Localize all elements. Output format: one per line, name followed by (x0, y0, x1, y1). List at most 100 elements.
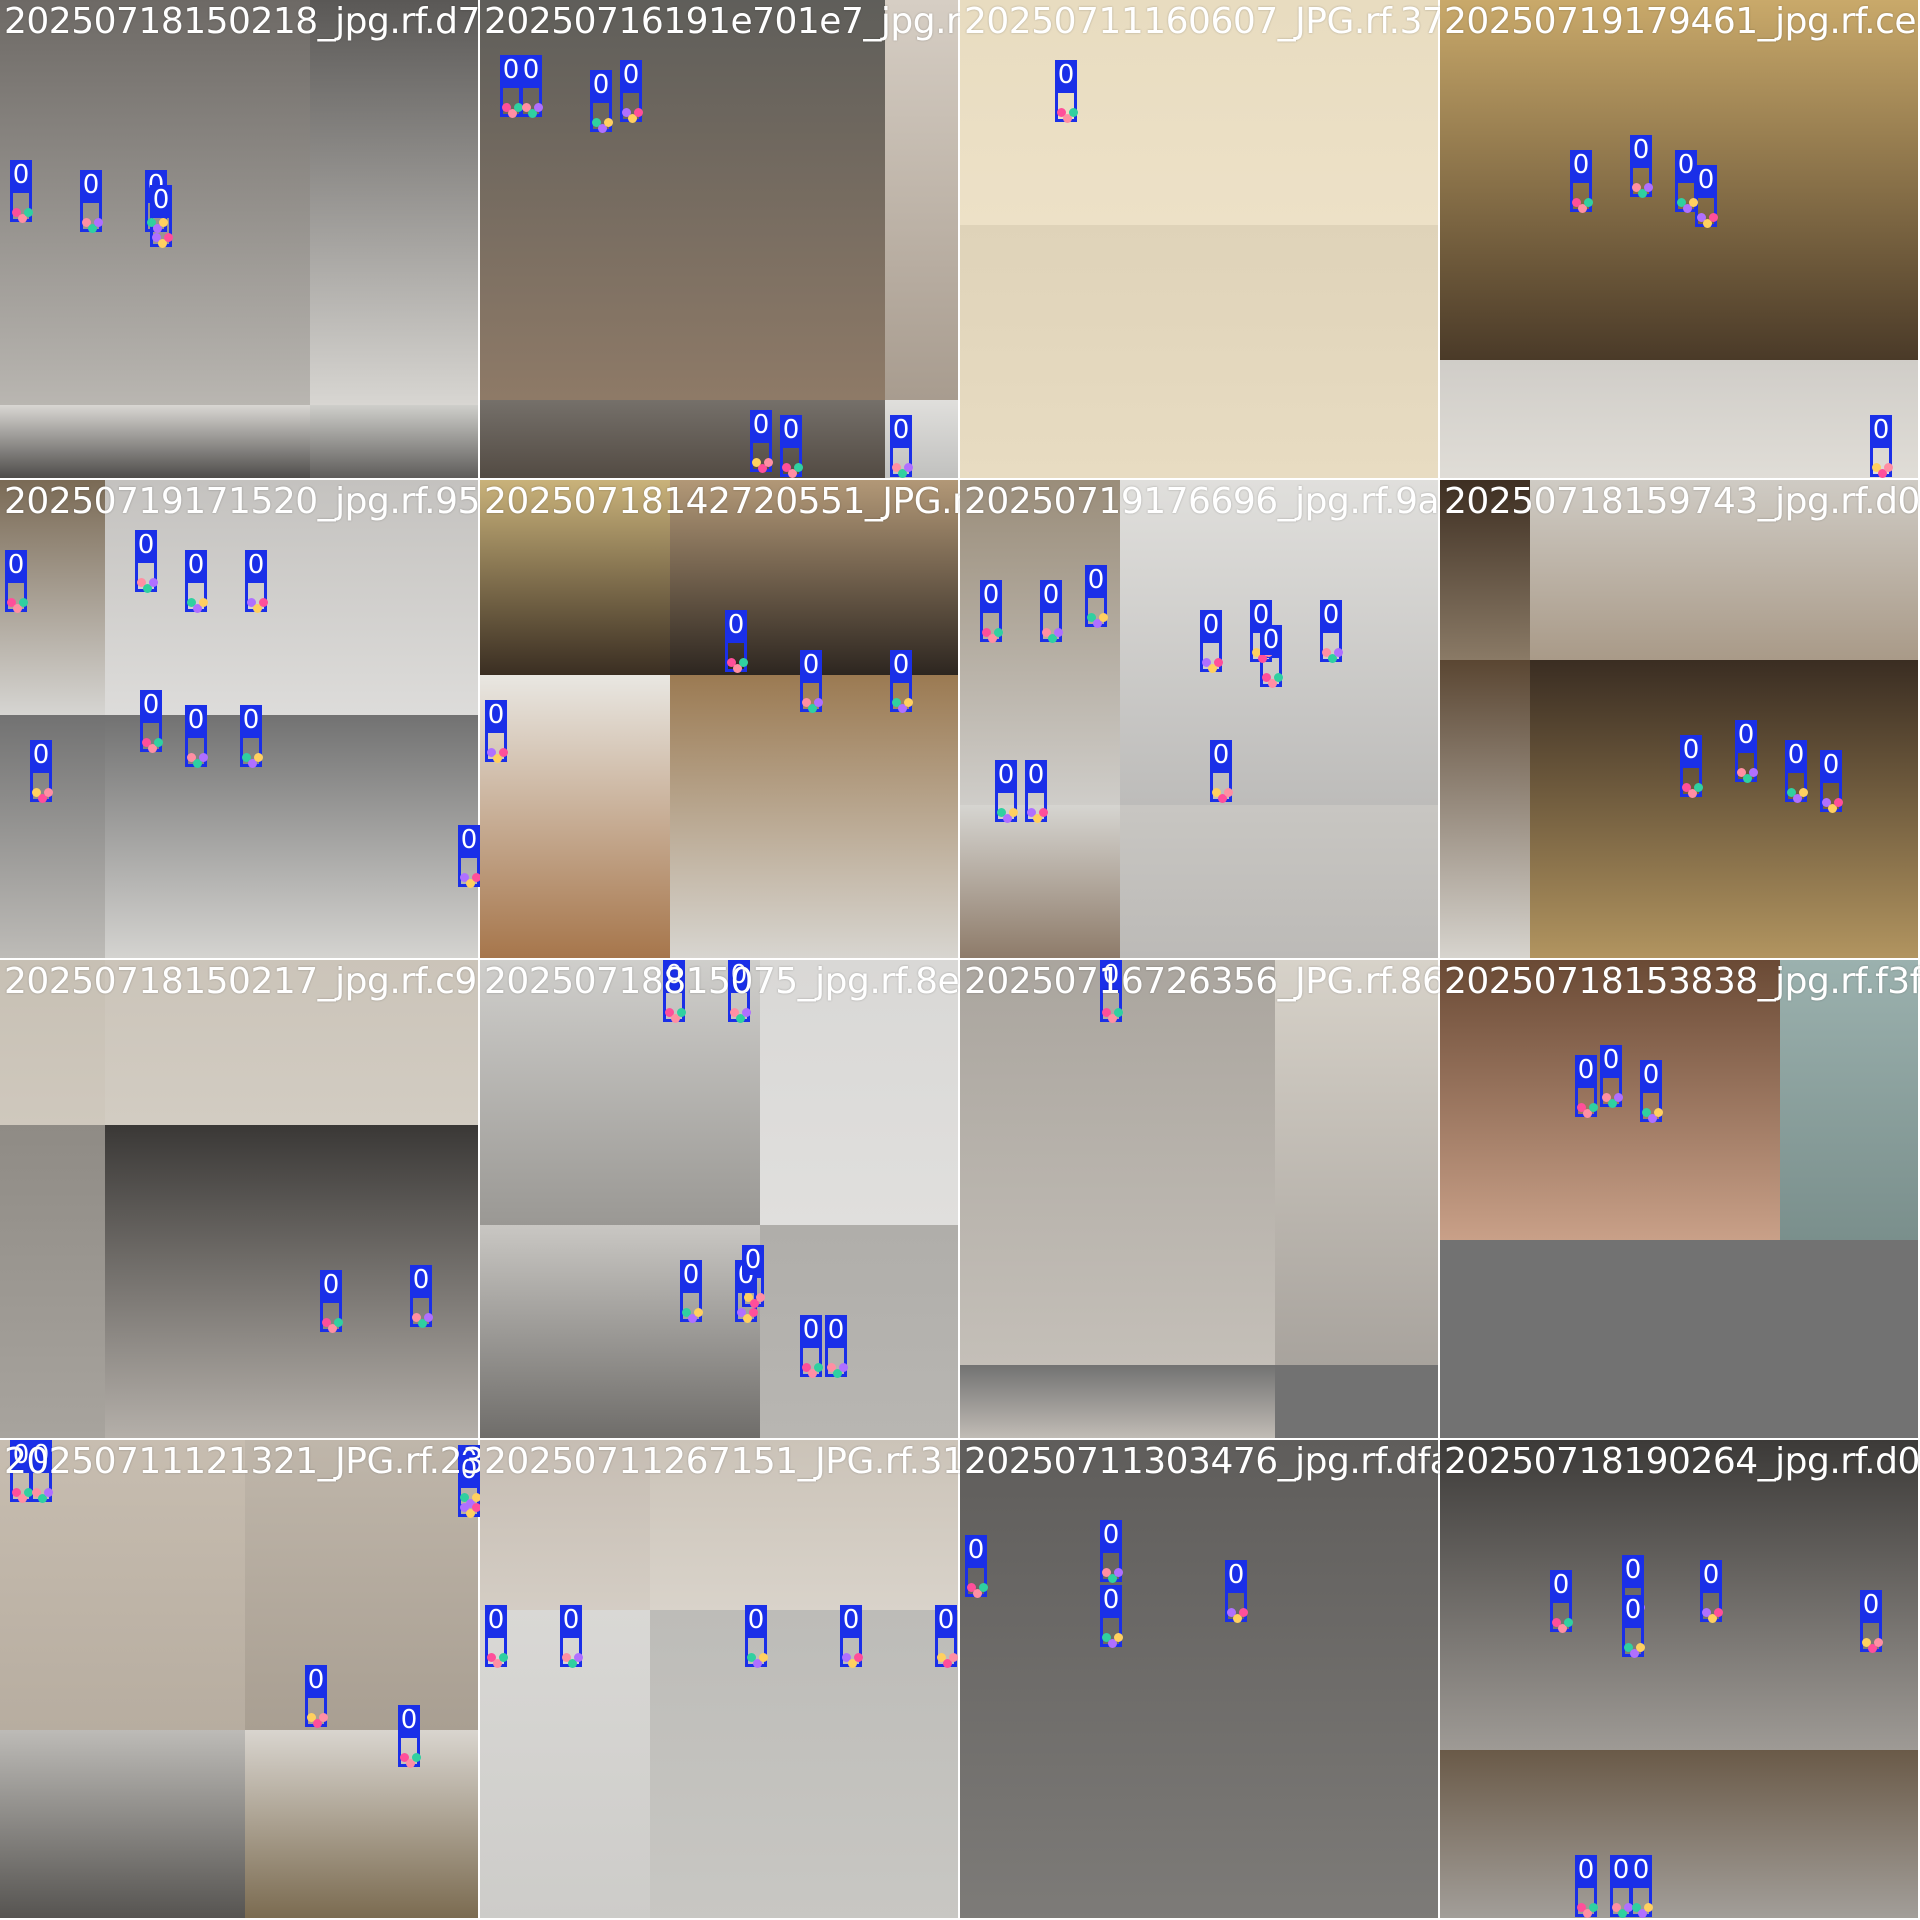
keypoint-dot (854, 1653, 863, 1662)
photo-tile (1530, 660, 1920, 960)
keypoint-dot (1033, 814, 1042, 823)
keypoint-dot (750, 1299, 759, 1308)
photo-tile (960, 960, 1275, 1365)
keypoint-dot (574, 1653, 583, 1662)
keypoint-dot (1689, 198, 1698, 207)
photo-tile (1440, 1240, 1780, 1440)
detection-class-label: 0 (520, 55, 542, 85)
photo-tile (0, 1730, 245, 1920)
keypoint-dot (1749, 768, 1758, 777)
photo-tile (1120, 805, 1440, 960)
keypoint-dot (782, 463, 791, 472)
keypoint-dot (848, 1659, 857, 1668)
keypoint-dot (1093, 619, 1102, 628)
photo-tile (0, 1440, 245, 1730)
keypoint-dot (412, 1313, 421, 1322)
detection-class-label: 0 (1100, 960, 1122, 990)
keypoint-dot (1334, 648, 1343, 657)
keypoint-dot (677, 1008, 686, 1017)
keypoint-dot (904, 698, 913, 707)
detection-class-label: 0 (305, 1665, 327, 1695)
detection-class-label: 0 (398, 1705, 420, 1735)
detection-class-label: 0 (10, 1440, 32, 1470)
detection-class-label: 0 (780, 415, 802, 445)
keypoint-dot (1274, 673, 1283, 682)
detection-class-label: 0 (1860, 1590, 1882, 1620)
keypoint-dot (892, 698, 901, 707)
keypoint-dot (753, 1659, 762, 1668)
tile-filename-label: 20250719171520_jpg.rf.958 (4, 481, 480, 522)
keypoint-dot (1252, 648, 1261, 657)
keypoint-dot (833, 1369, 842, 1378)
keypoint-dot (1688, 789, 1697, 798)
keypoint-dot (406, 1759, 415, 1768)
keypoint-dot (808, 704, 817, 713)
photo-tile (0, 960, 105, 1125)
keypoint-dot (1638, 1909, 1647, 1918)
keypoint-dot (747, 1653, 756, 1662)
keypoint-dot (1682, 783, 1691, 792)
keypoint-dot (1703, 219, 1712, 228)
photo-tile (960, 225, 1440, 480)
tile-filename-label: 20250711303476_jpg.rf.dfa (964, 1441, 1440, 1482)
keypoint-dot (472, 1503, 480, 1512)
mosaic-cell: 20250718142720551_JPG.rf.2 0 0 0 0 (480, 480, 960, 960)
keypoint-dot (756, 1293, 765, 1302)
tile-filename-label: 20250718153838_jpg.rf.f3f1 (1444, 961, 1920, 1002)
detection-class-label: 0 (1622, 1555, 1644, 1585)
keypoint-dot (794, 463, 803, 472)
keypoint-dot (1227, 1608, 1236, 1617)
keypoint-dot (319, 1713, 328, 1722)
keypoint-dot (1262, 673, 1271, 682)
keypoint-dot (1063, 114, 1072, 123)
keypoint-dot (1702, 1608, 1711, 1617)
photo-tile (1440, 1750, 1920, 1920)
detection-class-label: 0 (663, 960, 685, 990)
detection-class-label: 0 (500, 55, 522, 85)
detection-class-label: 0 (1040, 580, 1062, 610)
keypoint-dot (727, 658, 736, 667)
keypoint-dot (1878, 469, 1887, 478)
keypoint-dot (1027, 808, 1036, 817)
keypoint-dot (147, 218, 156, 227)
mosaic-cell: 20250716191e701e7_jpg.rf.ae740000000 (480, 0, 960, 480)
keypoint-dot (412, 1753, 421, 1762)
keypoint-dot (1258, 654, 1267, 663)
keypoint-dot (187, 598, 196, 607)
detection-class-label: 0 (890, 415, 912, 445)
detection-class-label: 0 (80, 170, 102, 200)
keypoint-dot (1114, 1568, 1123, 1577)
keypoint-dot (1108, 1639, 1117, 1648)
photo-tile (1275, 960, 1440, 1365)
detection-class-label: 0 (30, 740, 52, 770)
keypoint-dot (1039, 808, 1048, 817)
keypoint-dot (44, 788, 53, 797)
keypoint-dot (466, 1509, 475, 1518)
photo-tile (1440, 360, 1920, 480)
keypoint-dot (1114, 1008, 1123, 1017)
keypoint-dot (254, 753, 263, 762)
keypoint-dot (622, 108, 631, 117)
keypoint-dot (1644, 183, 1653, 192)
mosaic-cell: 20250711303476_jpg.rf.dfa 0 0 0 0 (960, 1440, 1440, 1920)
photo-tile (1440, 480, 1530, 660)
photo-tile (310, 405, 480, 480)
keypoint-dot (730, 1008, 739, 1017)
tile-filename-label: 20250711267151_JPG.rf.31 (484, 1441, 960, 1482)
keypoint-dot (1577, 1103, 1586, 1112)
keypoint-dot (424, 1313, 433, 1322)
keypoint-dot (460, 873, 469, 882)
keypoint-dot (328, 1324, 337, 1333)
keypoint-dot (736, 1014, 745, 1023)
detection-class-label: 0 (245, 550, 267, 580)
keypoint-dot (154, 738, 163, 747)
keypoint-dot (1636, 1643, 1645, 1652)
keypoint-dot (1683, 204, 1692, 213)
keypoint-dot (988, 634, 997, 643)
photo-tile (0, 715, 105, 960)
keypoint-dot (1632, 1903, 1641, 1912)
keypoint-dot (164, 233, 173, 242)
keypoint-dot (604, 118, 613, 127)
detection-class-label: 0 (620, 60, 642, 90)
